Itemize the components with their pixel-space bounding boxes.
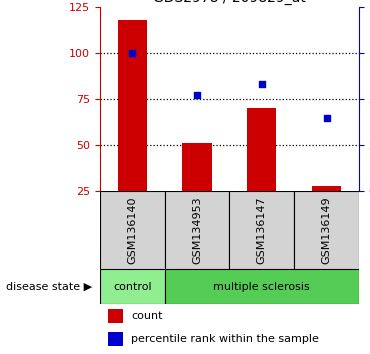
Bar (182, 143, 212, 191)
Point (194, 93, 200, 98)
Text: GSM136149: GSM136149 (322, 196, 332, 264)
Bar (108, 332, 123, 346)
Text: multiple sclerosis: multiple sclerosis (213, 282, 310, 292)
Bar (165, 269, 359, 304)
Bar (165, 191, 229, 269)
Bar (100, 191, 165, 269)
Text: control: control (113, 282, 152, 292)
Text: percentile rank within the sample: percentile rank within the sample (131, 334, 319, 344)
Bar (229, 191, 294, 269)
Bar (312, 185, 341, 191)
Point (259, 81, 265, 87)
Text: GSM136140: GSM136140 (127, 196, 137, 264)
Bar (100, 269, 165, 304)
Title: GDS2978 / 209829_at: GDS2978 / 209829_at (153, 0, 306, 5)
Bar (108, 309, 123, 323)
Point (130, 50, 135, 56)
Text: GSM134953: GSM134953 (192, 196, 202, 264)
Point (323, 115, 329, 120)
Text: count: count (131, 311, 162, 321)
Text: GSM136147: GSM136147 (257, 196, 267, 264)
Bar (118, 20, 147, 191)
Text: disease state ▶: disease state ▶ (6, 282, 92, 292)
Bar (247, 108, 276, 191)
Bar (294, 191, 359, 269)
